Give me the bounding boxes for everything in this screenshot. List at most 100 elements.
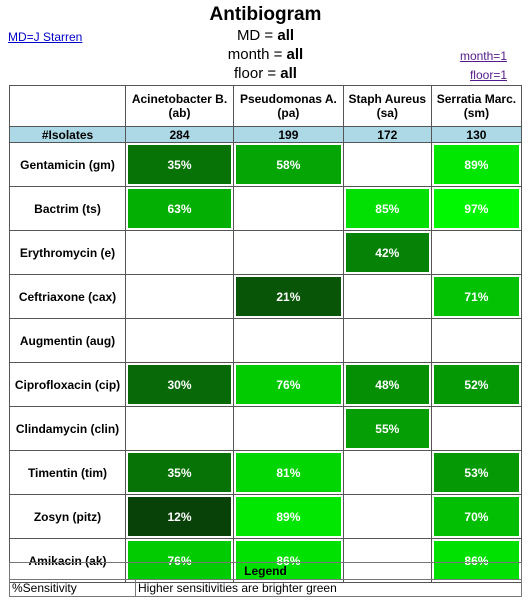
sensitivity-value: 76% [236, 365, 341, 404]
sensitivity-cell [431, 407, 522, 451]
sensitivity-cell: 52% [431, 363, 522, 407]
sensitivity-cell: 12% [126, 495, 235, 539]
filter-floor: floor = all [0, 65, 531, 82]
organism-header: Serratia Marc. (sm) [431, 86, 522, 127]
organism-abbr: (ab) [168, 106, 191, 120]
sensitivity-cell: 89% [431, 143, 522, 187]
sensitivity-cell: 89% [234, 495, 344, 539]
isolates-count: 172 [343, 127, 432, 143]
drug-row: Ciprofloxacin (cip) 30% 76% 48% 52% [10, 363, 522, 407]
sensitivity-value: 70% [433, 497, 519, 536]
organism-header-row: Acinetobacter B. (ab) Pseudomonas A. (pa) … [10, 86, 522, 127]
drug-row: Bactrim (ts) 63% 85% 97% [10, 187, 522, 231]
legend-table: Legend %Sensitivity Higher sensitivities… [9, 562, 522, 597]
legend-title: Legend [9, 562, 522, 580]
isolates-count: 284 [126, 127, 235, 143]
sensitivity-cell [126, 231, 235, 275]
organism-name: Acinetobacter B. [131, 92, 228, 106]
drug-name: Gentamicin (gm) [10, 143, 126, 187]
sensitivity-cell: 21% [234, 275, 344, 319]
filter-floor-label: floor = [234, 65, 281, 82]
drug-row: Augmentin (aug) [10, 319, 522, 363]
drug-row: Erythromycin (e) 42% [10, 231, 522, 275]
sensitivity-cell: 42% [343, 231, 432, 275]
sensitivity-cell [234, 319, 344, 363]
sensitivity-value: 63% [128, 189, 232, 228]
sensitivity-cell [234, 231, 344, 275]
sensitivity-cell: 81% [234, 451, 344, 495]
sensitivity-value: 85% [345, 189, 429, 228]
sensitivity-cell [234, 407, 344, 451]
legend-row: %Sensitivity Higher sensitivities are br… [9, 579, 522, 597]
drug-name: Clindamycin (clin) [10, 407, 126, 451]
sensitivity-value: 89% [433, 145, 519, 184]
drug-row: Clindamycin (clin) 55% [10, 407, 522, 451]
sensitivity-value: 30% [128, 365, 232, 404]
isolates-count: 130 [431, 127, 522, 143]
sensitivity-cell: 85% [343, 187, 432, 231]
sensitivity-value: 55% [345, 409, 429, 448]
sensitivity-cell [431, 319, 522, 363]
drug-rows: Gentamicin (gm) 35% 58% 89% Bactrim (ts) 63% 8… [10, 143, 522, 583]
page-title: Antibiogram [209, 4, 322, 25]
organism-name: Pseudomonas A. [239, 92, 337, 106]
drug-row: Ceftriaxone (cax) 21% 71% [10, 275, 522, 319]
sensitivity-cell [126, 275, 235, 319]
legend-description: Higher sensitivities are brighter green [135, 579, 522, 597]
sensitivity-cell [343, 143, 432, 187]
sensitivity-cell: 35% [126, 143, 235, 187]
sensitivity-cell [234, 187, 344, 231]
organism-abbr: (sm) [463, 106, 490, 120]
sensitivity-value: 89% [236, 497, 341, 536]
sensitivity-cell: 30% [126, 363, 235, 407]
sensitivity-cell [126, 319, 235, 363]
sensitivity-cell: 76% [234, 363, 344, 407]
sensitivity-cell [343, 495, 432, 539]
organism-name: Staph Aureus [348, 92, 427, 106]
sensitivity-cell: 55% [343, 407, 432, 451]
organism-abbr: (sa) [376, 106, 398, 120]
corner-cell [10, 86, 126, 127]
sensitivity-value: 35% [128, 453, 232, 492]
sensitivity-cell [343, 275, 432, 319]
filter-floor-value: all [280, 65, 297, 82]
drug-row: Zosyn (pitz) 12% 89% 70% [10, 495, 522, 539]
sensitivity-value: 71% [433, 277, 519, 316]
filter-md: MD = all [0, 27, 531, 44]
drug-name: Ciprofloxacin (cip) [10, 363, 126, 407]
sensitivity-value: 35% [128, 145, 232, 184]
sensitivity-value: 53% [433, 453, 519, 492]
sensitivity-cell [431, 231, 522, 275]
md-link[interactable]: MD=J Starren [8, 30, 83, 44]
organism-header: Pseudomonas A. (pa) [234, 86, 344, 127]
drug-row: Timentin (tim) 35% 81% 53% [10, 451, 522, 495]
organism-abbr: (pa) [277, 106, 300, 120]
floor-link[interactable]: floor=1 [469, 68, 507, 82]
filter-month-value: all [286, 46, 304, 63]
legend-key: %Sensitivity [9, 579, 136, 597]
drug-name: Zosyn (pitz) [10, 495, 126, 539]
sensitivity-cell [343, 319, 432, 363]
sensitivity-cell: 35% [126, 451, 235, 495]
sensitivity-cell: 97% [431, 187, 522, 231]
sensitivity-cell: 58% [234, 143, 344, 187]
sensitivity-value: 81% [236, 453, 341, 492]
month-link[interactable]: month=1 [459, 49, 507, 63]
sensitivity-cell: 53% [431, 451, 522, 495]
sensitivity-value: 58% [236, 145, 341, 184]
sensitivity-value: 42% [345, 233, 429, 272]
organism-header: Acinetobacter B. (ab) [126, 86, 235, 127]
filter-md-label: MD = [236, 27, 278, 44]
sensitivity-cell [343, 451, 432, 495]
legend-header-row: Legend [9, 562, 522, 580]
sensitivity-cell: 71% [431, 275, 522, 319]
sensitivity-cell: 70% [431, 495, 522, 539]
sensitivity-value: 97% [433, 189, 519, 228]
drug-row: Gentamicin (gm) 35% 58% 89% [10, 143, 522, 187]
organism-name: Serratia Marc. [436, 92, 517, 106]
drug-name: Timentin (tim) [10, 451, 126, 495]
drug-name: Augmentin (aug) [10, 319, 126, 363]
isolates-row: #Isolates 284 199 172 130 [10, 127, 522, 143]
filter-md-value: all [277, 27, 295, 44]
filter-month-label: month = [227, 46, 287, 63]
